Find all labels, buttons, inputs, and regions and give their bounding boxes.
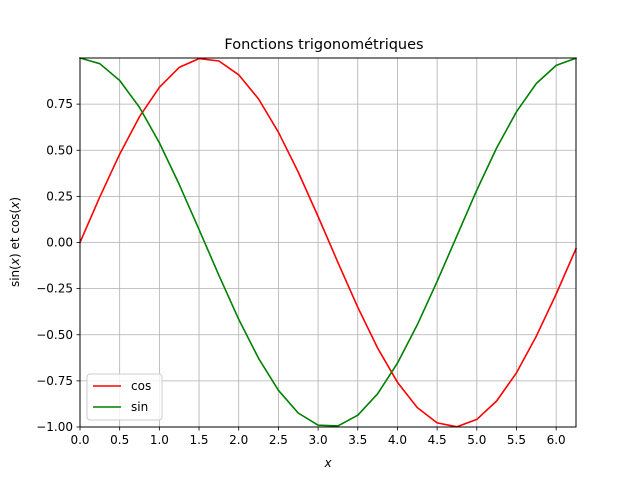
series-line-cos bbox=[78, 57, 578, 428]
series-lines bbox=[78, 57, 578, 428]
series-line-sin bbox=[79, 57, 578, 427]
y-tick-label: −0.75 bbox=[36, 374, 73, 388]
x-tick-label: 0.5 bbox=[110, 433, 129, 447]
x-tick-label: 0.0 bbox=[70, 433, 89, 447]
chart-title: Fonctions trigonométriques bbox=[224, 37, 423, 53]
grid bbox=[79, 58, 576, 428]
y-tick-label: −0.25 bbox=[36, 282, 73, 296]
y-tick-label: 0.50 bbox=[46, 143, 73, 157]
y-axis-title-part: ) et cos( bbox=[8, 209, 22, 258]
y-axis-title-part: ) bbox=[8, 197, 22, 202]
y-axis-ticks: −1.00 −0.75 −0.50 −0.25 0.00 0.25 0.50 0.75 bbox=[36, 97, 80, 434]
x-tick-label: 3.5 bbox=[348, 433, 367, 447]
y-axis-title-variable: x bbox=[8, 257, 22, 266]
legend: cos sin bbox=[86, 373, 163, 421]
y-tick-label: 0.00 bbox=[46, 236, 73, 250]
y-axis-title-variable: x bbox=[8, 201, 22, 210]
x-axis-title: x bbox=[323, 456, 332, 470]
y-tick-label: 0.75 bbox=[46, 97, 73, 111]
y-tick-label: −0.50 bbox=[36, 328, 73, 342]
x-tick-label: 6.0 bbox=[547, 433, 566, 447]
legend-label-cos: cos bbox=[131, 379, 151, 393]
x-tick-label: 5.5 bbox=[507, 433, 526, 447]
y-tick-label: 0.25 bbox=[46, 189, 73, 203]
legend-label-sin: sin bbox=[131, 400, 148, 414]
x-tick-label: 4.0 bbox=[388, 433, 407, 447]
x-tick-label: 2.0 bbox=[229, 433, 248, 447]
y-tick-label: −1.00 bbox=[36, 420, 73, 434]
x-tick-label: 1.0 bbox=[150, 433, 169, 447]
x-tick-label: 4.5 bbox=[428, 433, 447, 447]
x-tick-label: 2.5 bbox=[269, 433, 288, 447]
x-tick-label: 3.0 bbox=[309, 433, 328, 447]
x-tick-label: 5.0 bbox=[467, 433, 486, 447]
y-axis-title: sin(x) et cos(x) bbox=[8, 197, 22, 287]
x-axis-ticks: 0.0 0.5 1.0 1.5 2.0 2.5 3.0 3.5 4.0 4.5 5.0 5.5 6.0 bbox=[70, 427, 566, 447]
x-tick-label: 1.5 bbox=[189, 433, 208, 447]
y-axis-title-part: sin( bbox=[8, 265, 22, 287]
